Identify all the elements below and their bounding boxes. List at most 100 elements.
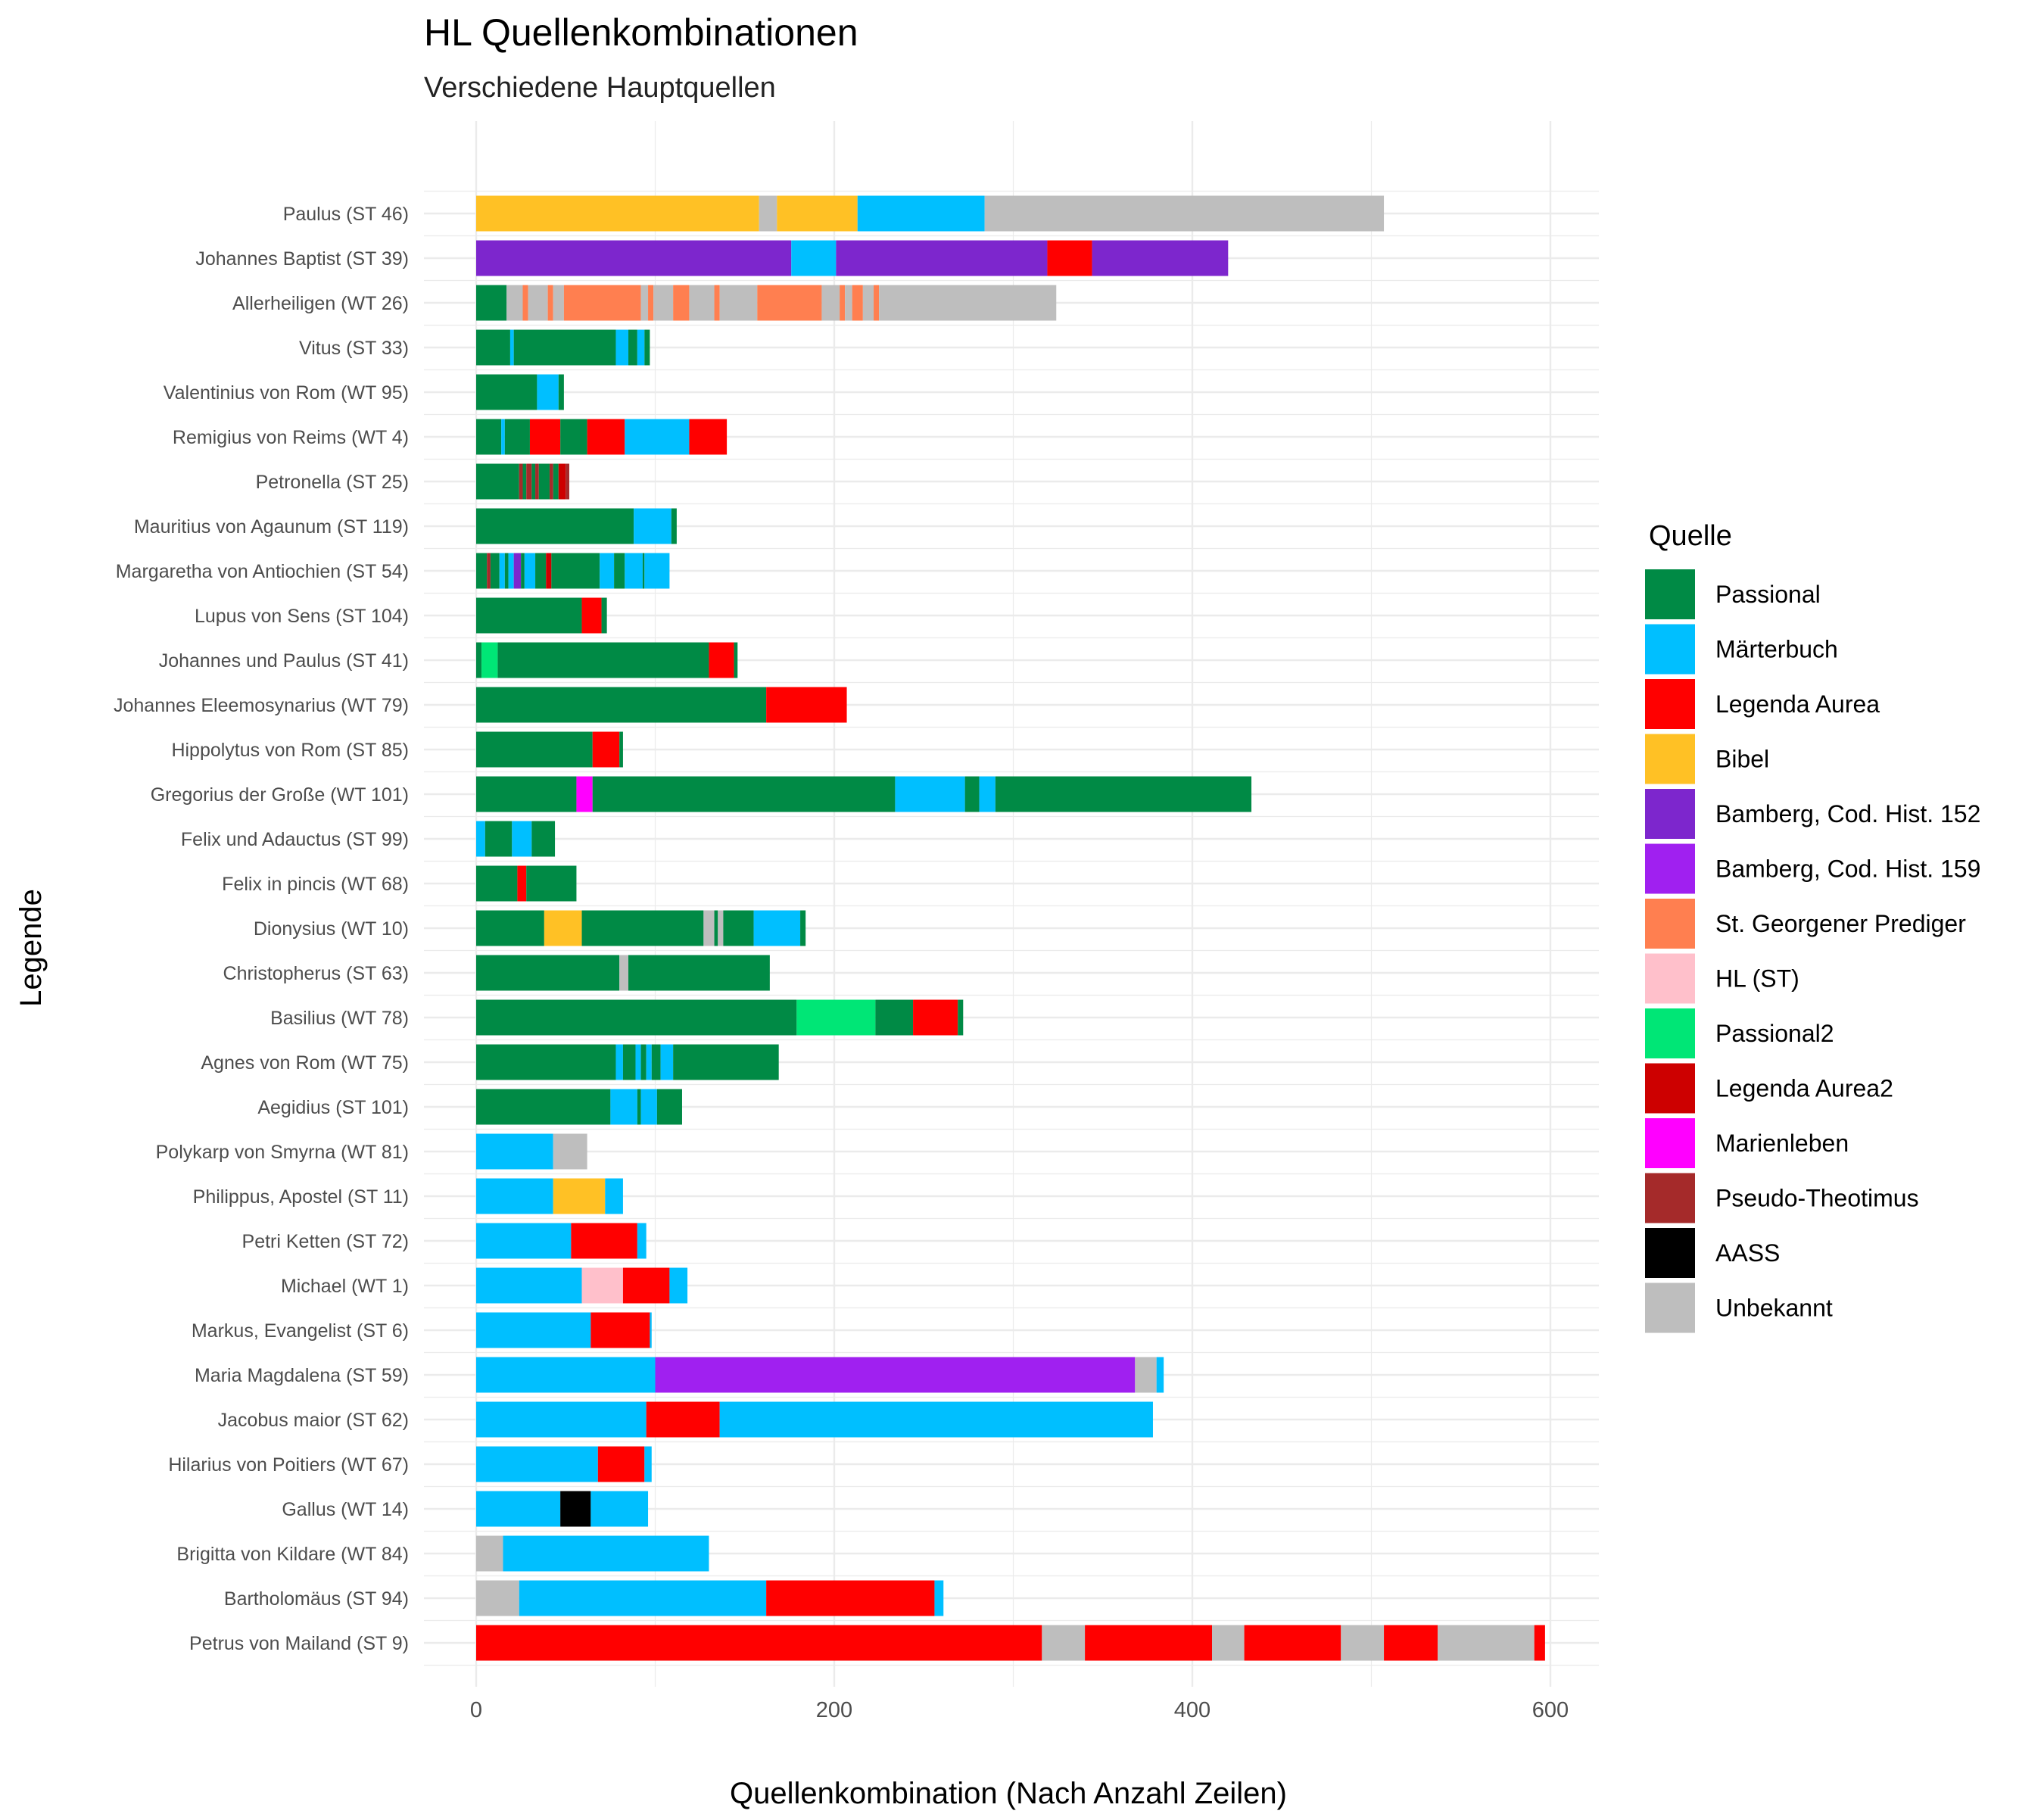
legend-label: Unbekannt (1715, 1295, 1833, 1322)
bar-segment (879, 285, 1057, 321)
x-tick-labels: 0 200 400 600 (470, 1698, 1569, 1722)
bar-segment (476, 1267, 582, 1304)
bar-segment (476, 1535, 503, 1572)
bar-segment (476, 776, 577, 812)
bar-segment (538, 463, 550, 500)
bar-segment (600, 553, 615, 589)
bar-segment (610, 1089, 637, 1125)
bar-segment (651, 1044, 661, 1080)
bar-segment (796, 999, 876, 1036)
y-tick-label: Agnes von Rom (WT 75) (201, 1052, 409, 1074)
bar-segment (637, 329, 645, 366)
y-tick-label: Aegidius (ST 101) (257, 1097, 409, 1118)
bar (476, 1446, 652, 1482)
bar-segment (590, 1312, 650, 1348)
bar-segment (821, 285, 840, 321)
bar-segment (476, 999, 797, 1036)
y-tick-label: Paulus (ST 46) (283, 204, 409, 225)
y-tick-label: Petronella (ST 25) (256, 472, 409, 493)
bar (476, 999, 964, 1036)
bar (476, 821, 556, 857)
bar-segment (566, 463, 569, 500)
bar-segment (1042, 1625, 1086, 1661)
bar-segment (551, 553, 600, 589)
y-axis-title: Legende (14, 889, 48, 1007)
bar (476, 1133, 587, 1170)
bar-segment (913, 999, 958, 1036)
bar-segment (528, 285, 548, 321)
bar-segment (476, 1044, 616, 1080)
bar-segment (646, 1044, 652, 1080)
bar-segment (637, 1089, 641, 1125)
bar (476, 1044, 779, 1080)
bar (476, 419, 728, 455)
bar (476, 1535, 709, 1572)
bar-segment (719, 1401, 1153, 1438)
bar-segment (476, 865, 518, 902)
bar-segment (553, 1178, 606, 1214)
bar-segment (689, 285, 715, 321)
bars (476, 195, 1545, 1661)
bar-segment (644, 553, 670, 589)
bar-segment (513, 553, 522, 589)
bar (476, 329, 650, 366)
bar-segment (640, 285, 649, 321)
bar-segment (605, 1178, 623, 1214)
bar-segment (619, 955, 629, 991)
y-tick-label: Lupus von Sens (ST 104) (195, 606, 409, 627)
bar-segment (526, 463, 532, 500)
x-tick-label: 400 (1174, 1698, 1211, 1722)
bar (476, 1401, 1153, 1438)
legend-label: AASS (1715, 1239, 1780, 1267)
bar-segment (476, 553, 488, 589)
bar (476, 508, 677, 544)
bar-segment (660, 1044, 674, 1080)
bar-segment (476, 329, 510, 366)
bar (476, 1312, 652, 1348)
bar-segment (625, 419, 690, 455)
y-tick-label: Remigius von Reims (WT 4) (173, 427, 409, 448)
y-tick-label: Christopherus (ST 63) (223, 963, 409, 984)
bar-segment (1135, 1357, 1157, 1393)
legend-key (1645, 789, 1695, 839)
y-tick-label: Allerheiligen (WT 26) (232, 293, 409, 314)
bar-segment (571, 1223, 637, 1259)
bar-segment (476, 1133, 553, 1170)
bar-segment (576, 776, 593, 812)
bar-segment (1341, 1625, 1385, 1661)
bar-segment (862, 285, 874, 321)
bar-segment (524, 553, 536, 589)
bar-segment (476, 463, 519, 500)
bar-segment (622, 1044, 636, 1080)
y-tick-label: Philippus, Apostel (ST 11) (193, 1186, 409, 1208)
bar (476, 955, 770, 991)
bar-segment (619, 731, 623, 768)
bar-segment (875, 999, 914, 1036)
bar-segment (476, 508, 634, 544)
bar-segment (553, 463, 559, 500)
bar-segment (723, 910, 754, 946)
bar-segment (718, 910, 724, 946)
bar-segment (964, 776, 980, 812)
bar-segment (592, 776, 896, 812)
legend-label: Passional (1715, 581, 1821, 608)
bar-segment (759, 195, 777, 232)
bar-segment (535, 463, 539, 500)
bar-segment (1212, 1625, 1245, 1661)
bar-segment (519, 1580, 767, 1616)
bar-segment (560, 419, 587, 455)
y-tick-label: Gregorius der Große (WT 101) (151, 784, 409, 806)
bar-segment (476, 285, 507, 321)
bar-segment (522, 285, 528, 321)
y-tick-label: Bartholomäus (ST 94) (224, 1588, 409, 1610)
bar-segment (673, 1044, 779, 1080)
bar-segment (537, 374, 559, 410)
legend-label: Marienleben (1715, 1130, 1849, 1157)
bar-segment (499, 553, 505, 589)
bar-segment (1534, 1625, 1545, 1661)
bar (476, 1178, 623, 1214)
bar-segment (487, 553, 491, 589)
bar-segment (766, 687, 847, 723)
y-tick-label: Brigitta von Kildare (WT 84) (176, 1544, 409, 1565)
bar-segment (481, 642, 498, 678)
